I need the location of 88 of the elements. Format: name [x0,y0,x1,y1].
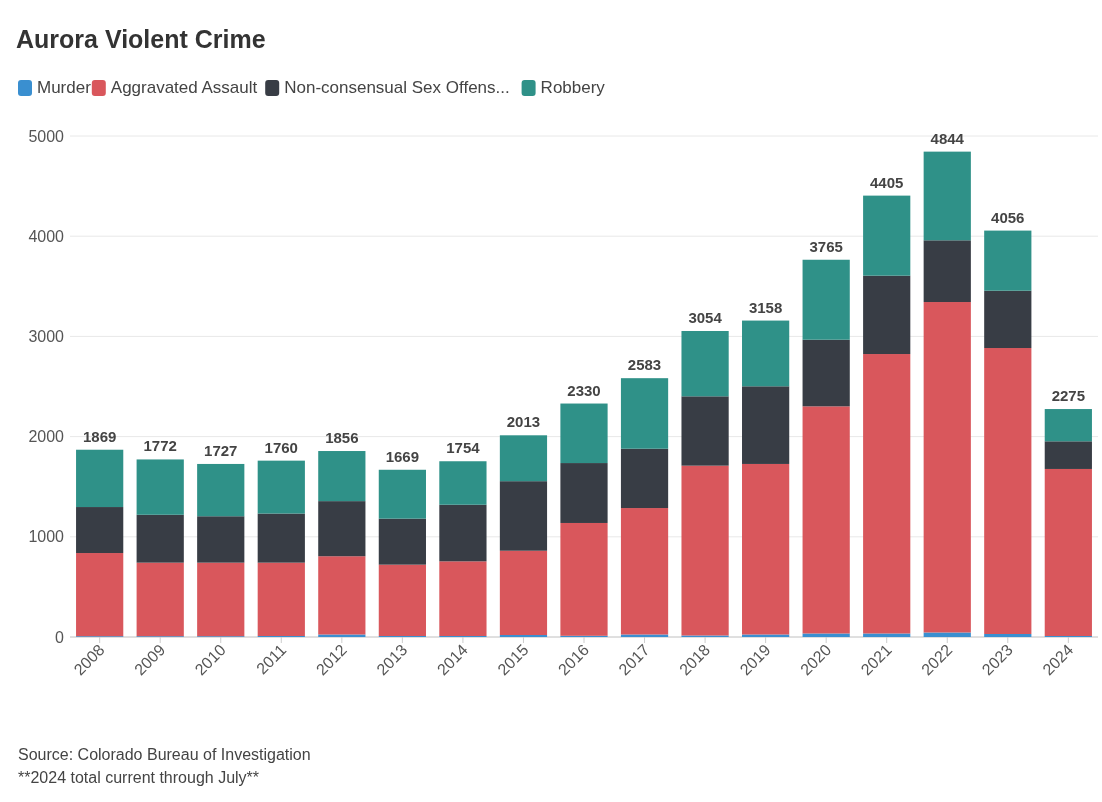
bar [560,403,608,464]
bar [1044,468,1092,636]
total-label: 2275 [1051,387,1086,405]
bar [681,465,729,636]
bar [742,320,790,387]
bar [923,240,971,303]
bar [439,504,487,562]
bar [1044,441,1092,469]
bar [984,633,1032,637]
bar [620,448,669,509]
bar [863,354,911,634]
y-tick-label: 3000 [28,328,65,345]
bar [257,513,305,563]
y-tick-label: 5000 [28,127,65,145]
text: **2024 total current through July** [18,769,260,786]
bar [560,522,608,636]
bar [984,290,1032,349]
bar [742,634,790,637]
bar [499,435,548,482]
bar [197,463,245,517]
bar [318,501,366,557]
bar [318,634,366,637]
total-label: 4056 [991,208,1025,226]
bar [620,634,669,637]
bar [378,564,426,636]
total-label: 2013 [506,413,541,431]
bar [318,451,366,502]
bar [136,459,184,515]
total-label: 2583 [627,356,662,374]
bar [378,518,426,565]
bar [76,553,124,637]
bar [1044,409,1092,442]
bar [742,463,790,635]
legend-label: Murder [37,78,92,97]
bar [76,507,124,554]
bar [499,481,548,551]
bar [923,302,971,633]
bar [681,330,729,397]
total-label: 3765 [809,237,843,255]
bar [136,562,184,637]
bar [863,633,911,637]
bar [439,461,487,505]
bar [802,406,850,634]
bar [439,561,487,636]
legend-label: Aggravated Assault [110,78,258,97]
bar [499,550,548,635]
y-tick-label: 4000 [28,227,65,245]
bar [984,348,1032,634]
total-label: 1754 [446,439,481,457]
bar [136,514,184,563]
bar [197,516,245,563]
bar [802,339,850,407]
bar [984,230,1032,291]
y-tick-label: 1000 [28,528,65,546]
total-label: 3054 [688,308,723,326]
bar [257,562,305,636]
bar [620,378,669,449]
bar [76,449,124,508]
total-label: 4405 [870,173,904,191]
bar [197,562,245,637]
y-tick-label: 2000 [28,428,65,446]
bar [863,195,911,276]
total-label: 1760 [264,438,298,456]
bar [802,259,850,340]
total-label: 1856 [325,429,359,447]
bar [681,396,729,466]
bar [742,386,790,464]
total-label: 1772 [143,437,177,455]
bar [560,463,608,523]
bar [802,633,850,637]
bar [620,508,669,635]
bar [863,275,911,355]
y-tick-label: 0 [55,628,65,646]
source-note: Source: Colorado Bureau of Investigation [18,746,311,763]
bar [923,151,971,241]
bar [318,556,366,635]
bar [923,632,971,637]
total-label: 4844 [930,129,965,147]
total-label: 1669 [385,447,420,465]
bar [378,469,426,519]
total-label: 1869 [82,427,117,445]
total-label: 2330 [567,381,601,399]
total-label: 3158 [748,298,783,316]
chart-title: Aurora Violent Crime [16,25,266,53]
bar [257,460,305,514]
legend-label: Robbery [540,78,606,97]
total-label: 1727 [204,441,238,459]
legend-label: Non-consensual Sex Offens... [284,78,510,97]
